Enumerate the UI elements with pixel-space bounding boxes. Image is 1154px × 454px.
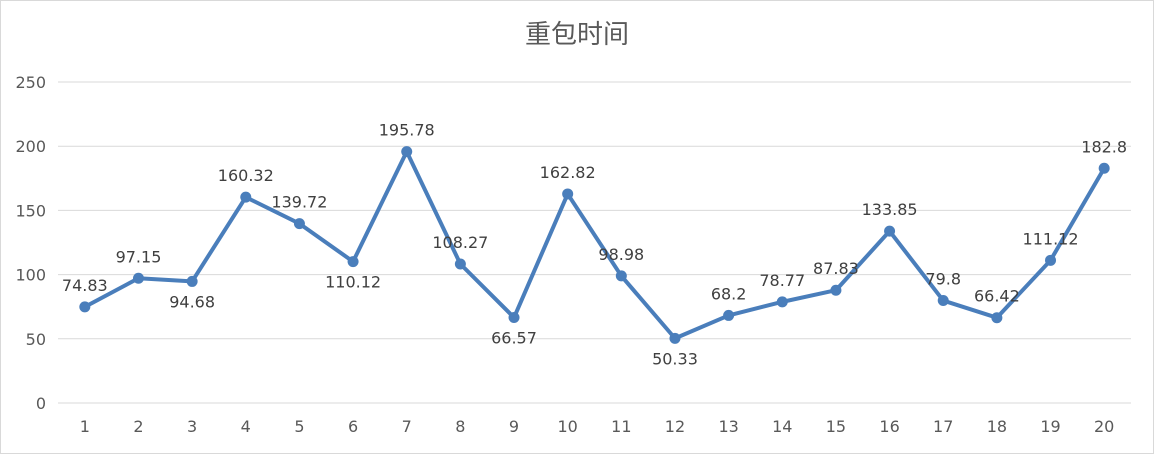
data-label: 74.83: [62, 276, 108, 295]
data-label: 160.32: [218, 166, 274, 185]
data-label: 162.82: [540, 163, 596, 182]
data-point: [723, 309, 735, 321]
x-tick-label: 8: [455, 417, 465, 436]
x-tick-label: 18: [987, 417, 1007, 436]
data-point: [293, 218, 305, 230]
data-point: [240, 191, 252, 203]
x-tick-label: 15: [826, 417, 846, 436]
data-label: 66.42: [974, 287, 1020, 306]
data-point: [1045, 254, 1057, 266]
data-label: 195.78: [379, 121, 435, 140]
data-point: [454, 258, 466, 270]
x-tick-label: 1: [80, 417, 90, 436]
data-point: [508, 312, 520, 324]
series-line: [82, 149, 1107, 341]
data-label: 111.12: [1023, 229, 1079, 248]
y-tick-label: 50: [26, 330, 46, 349]
data-point: [884, 225, 896, 237]
y-tick-label: 0: [36, 394, 46, 413]
data-point: [401, 146, 413, 158]
data-label: 66.57: [491, 329, 537, 348]
data-label: 97.15: [116, 247, 162, 266]
data-label: 79.8: [925, 270, 961, 289]
data-point: [991, 312, 1003, 324]
data-point: [669, 332, 681, 344]
data-series: [79, 146, 1110, 344]
x-tick-label: 13: [718, 417, 738, 436]
data-label: 98.98: [598, 245, 644, 264]
data-labels: 74.83 97.15 94.68 160.32 139.72 110.12 195.78 1…: [62, 121, 1127, 369]
data-label: 94.68: [169, 292, 215, 311]
x-tick-label: 5: [294, 417, 304, 436]
data-label: 50.33: [652, 349, 698, 368]
data-label: 133.85: [862, 200, 918, 219]
data-label: 182.8: [1081, 137, 1127, 156]
data-point: [776, 296, 788, 308]
data-label: 78.77: [759, 271, 805, 290]
gridlines: [58, 81, 1131, 340]
data-point: [615, 270, 627, 282]
x-tick-label: 20: [1094, 417, 1114, 436]
x-tick-label: 3: [187, 417, 197, 436]
x-tick-label: 7: [402, 417, 412, 436]
x-tick-label: 19: [1040, 417, 1060, 436]
data-point: [132, 272, 144, 284]
y-tick-label: 200: [15, 137, 46, 156]
y-tick-label: 100: [15, 266, 46, 285]
data-point: [347, 256, 359, 268]
x-tick-label: 14: [772, 417, 792, 436]
y-tick-label: 250: [15, 73, 46, 92]
x-tick-label: 6: [348, 417, 358, 436]
x-tick-label: 4: [241, 417, 251, 436]
data-point: [830, 284, 842, 296]
data-label: 68.2: [711, 284, 747, 303]
data-label: 110.12: [325, 273, 381, 292]
x-tick-label: 17: [933, 417, 953, 436]
x-tick-label: 11: [611, 417, 631, 436]
x-tick-label: 16: [879, 417, 899, 436]
data-point: [186, 275, 198, 287]
x-tick-label: 12: [665, 417, 685, 436]
data-point: [937, 295, 949, 307]
x-tick-label: 2: [133, 417, 143, 436]
data-point: [79, 301, 91, 313]
data-point: [562, 188, 574, 200]
chart-title: 重包时间: [525, 20, 629, 50]
data-point: [1098, 162, 1110, 174]
data-label: 139.72: [271, 193, 327, 212]
data-label: 108.27: [432, 233, 488, 252]
x-tick-label: 9: [509, 417, 519, 436]
x-tick-label: 10: [557, 417, 577, 436]
y-tick-label: 150: [15, 201, 46, 220]
data-label: 87.83: [813, 259, 859, 278]
